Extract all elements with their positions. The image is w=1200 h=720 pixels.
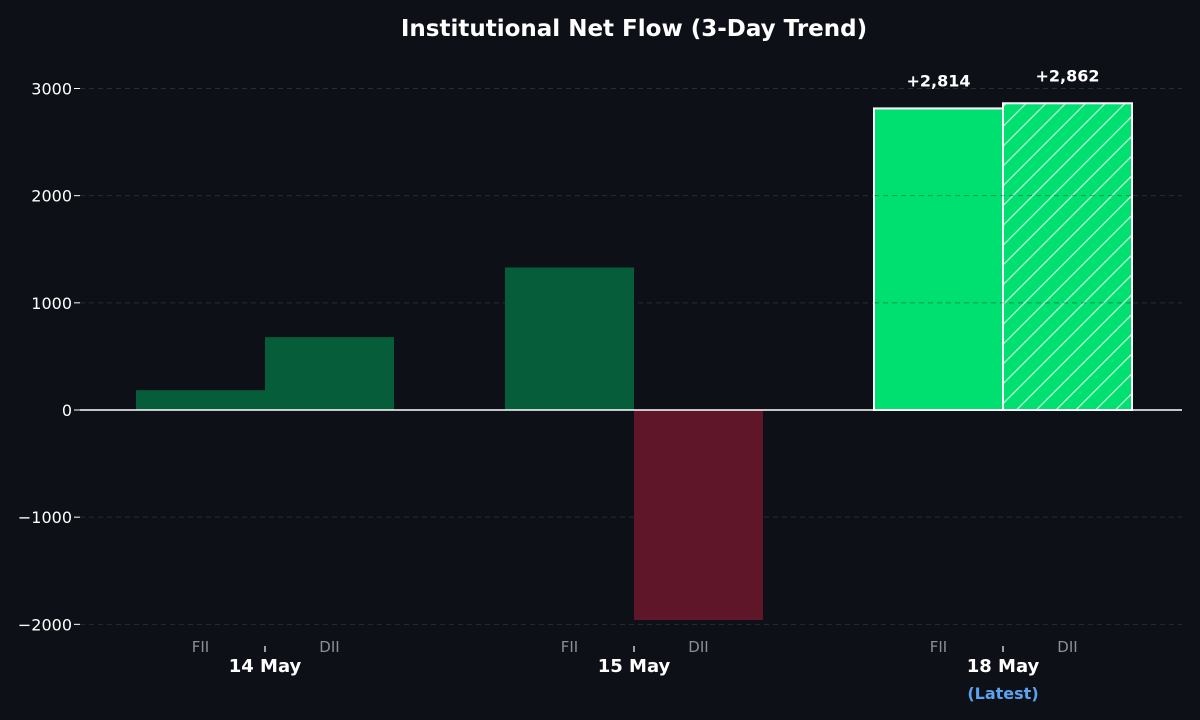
x-tick-label: 15 May xyxy=(598,656,671,677)
bar-dii-15-may xyxy=(634,410,763,621)
bar-sub-label: FII xyxy=(561,638,578,656)
value-label: +2,814 xyxy=(906,71,970,90)
y-tick-label: 1000 xyxy=(31,294,72,313)
axis-layer: 3000 2000 1000 0 −1000 −2000 xyxy=(18,79,1182,652)
y-tick-label: 3000 xyxy=(31,79,72,98)
chart-title: Institutional Net Flow (3-Day Trend) xyxy=(401,16,867,42)
bar-fii-14-may xyxy=(136,390,265,410)
label-layer: +2,814 +2,862 FII DII 14 May FII DII 15 May FII D… xyxy=(192,66,1100,703)
bar-dii-14-may xyxy=(265,337,394,410)
bar-fii-18-may xyxy=(873,107,1004,412)
bar-dii-18-may xyxy=(1002,102,1133,412)
bar-fii-15-may xyxy=(505,267,634,410)
bar-sub-label: DII xyxy=(319,638,339,656)
bar-sub-label: DII xyxy=(688,638,708,656)
value-label: +2,862 xyxy=(1035,66,1099,85)
bar-layer xyxy=(136,102,1133,621)
y-tick-label: −2000 xyxy=(18,615,72,634)
x-tick-label: 18 May xyxy=(967,656,1040,677)
bar-sub-label: FII xyxy=(192,638,209,656)
bar-sub-label: FII xyxy=(930,638,947,656)
y-tick-label: 2000 xyxy=(31,187,72,206)
bar-sub-label: DII xyxy=(1057,638,1077,656)
y-tick-label: 0 xyxy=(62,401,72,420)
y-tick-label: −1000 xyxy=(18,508,72,527)
latest-note: (Latest) xyxy=(967,684,1038,703)
x-tick-label: 14 May xyxy=(229,656,302,677)
